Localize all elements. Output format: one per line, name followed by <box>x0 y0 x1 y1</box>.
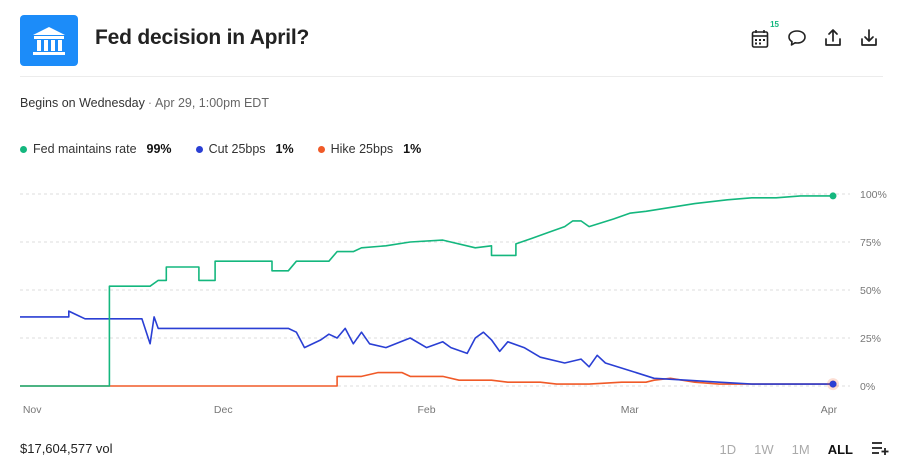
range-1w[interactable]: 1W <box>754 442 774 457</box>
bank-building-icon <box>33 26 65 55</box>
legend-item-hike[interactable]: Hike 25bps 1% <box>317 142 422 156</box>
share-button[interactable] <box>823 26 843 48</box>
page-title: Fed decision in April? <box>95 26 310 49</box>
legend-dot <box>195 145 203 153</box>
x-tick-label: Mar <box>621 404 640 416</box>
series-endpoint <box>829 192 837 200</box>
price-chart[interactable]: 100% 75% 50% 25% 0% Nov Dec Feb Mar Apr <box>0 170 909 430</box>
toolbar: 15 <box>751 20 879 48</box>
x-tick-label: Dec <box>214 404 233 416</box>
legend-label: Hike 25bps <box>330 142 394 156</box>
x-tick-label: Nov <box>23 404 42 416</box>
y-tick-label: 100% <box>860 189 887 201</box>
legend-label: Cut 25bps <box>208 142 266 156</box>
list-add-icon <box>872 442 889 455</box>
download-button[interactable] <box>859 26 879 48</box>
x-tick-label: Apr <box>821 404 838 416</box>
chart-legend: Fed maintains rate 99% Cut 25bps 1% Hike… <box>20 142 421 156</box>
range-menu-button[interactable] <box>871 441 889 458</box>
range-1d[interactable]: 1D <box>719 442 737 457</box>
legend-pct: 99% <box>146 142 172 156</box>
market-logo <box>20 15 78 66</box>
calendar-badge: 15 <box>770 20 779 29</box>
event-date: Apr 29, 1:00pm EDT <box>155 96 269 110</box>
y-tick-label: 25% <box>860 333 881 345</box>
legend-label: Fed maintains rate <box>33 142 137 156</box>
download-icon <box>861 29 877 46</box>
range-1m[interactable]: 1M <box>791 442 810 457</box>
legend-pct: 1% <box>275 142 294 156</box>
x-tick-label: Feb <box>417 404 435 416</box>
series-endpoint <box>829 380 837 388</box>
y-tick-label: 75% <box>860 237 881 249</box>
begins-label: Begins on Wednesday <box>20 96 145 110</box>
y-tick-label: 0% <box>860 381 875 393</box>
legend-item-maintain[interactable]: Fed maintains rate 99% <box>20 142 172 156</box>
calendar-button[interactable]: 15 <box>751 20 779 48</box>
y-tick-label: 50% <box>860 285 881 297</box>
header-divider <box>20 76 883 77</box>
comment-button[interactable] <box>787 26 807 48</box>
legend-dot <box>20 145 27 153</box>
legend-item-cut[interactable]: Cut 25bps 1% <box>195 142 294 156</box>
series-line-1 <box>20 310 833 385</box>
range-selector: 1D 1W 1M ALL <box>720 441 889 458</box>
series-line-0 <box>20 195 833 387</box>
series-line-2 <box>20 371 833 387</box>
event-timing: Begins on Wednesday · Apr 29, 1:00pm EDT <box>20 96 269 110</box>
share-icon <box>825 29 841 46</box>
range-all[interactable]: ALL <box>827 442 853 457</box>
legend-dot <box>317 145 325 153</box>
volume-label: $17,604,577 vol <box>20 441 113 456</box>
legend-pct: 1% <box>403 142 422 156</box>
calendar-icon <box>751 30 769 48</box>
comment-icon <box>788 30 806 46</box>
